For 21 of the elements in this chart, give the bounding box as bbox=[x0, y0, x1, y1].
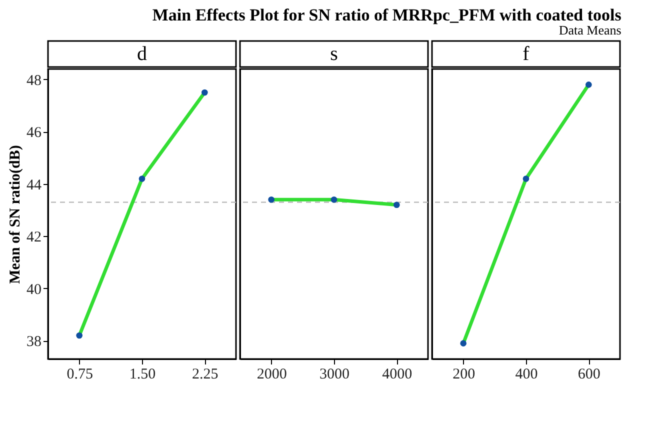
x-tick-label: 400 bbox=[515, 366, 538, 382]
chart-title: d bbox=[137, 43, 147, 65]
y-tick-label: 42 bbox=[26, 230, 42, 246]
y-tick-label: 38 bbox=[26, 334, 42, 350]
x-tick-label: 3000 bbox=[320, 366, 350, 382]
y-axis-title: Mean of SN ratio(dB) bbox=[8, 145, 24, 284]
x-tick-label: 1.50 bbox=[129, 366, 156, 382]
y-tick-label: 48 bbox=[26, 72, 42, 89]
chart-title: s bbox=[330, 43, 338, 65]
x-tick-label: 2000 bbox=[256, 366, 287, 382]
x-tick-label: 600 bbox=[578, 366, 600, 382]
x-tick-label: 0.75 bbox=[66, 366, 93, 382]
x-tick-label: 4000 bbox=[382, 366, 412, 382]
chart-title: f bbox=[522, 43, 530, 65]
x-tick-label: 200 bbox=[452, 366, 476, 382]
y-tick-label: 40 bbox=[26, 282, 42, 298]
x-tick-label: 2.25 bbox=[192, 366, 218, 382]
y-tick-label: 46 bbox=[26, 125, 42, 142]
text: Main Effects Plot for SN ratio of MRRpc_PFM with coated tools bbox=[152, 5, 622, 24]
text: Data Means bbox=[558, 22, 622, 38]
y-tick-label: 44 bbox=[26, 177, 42, 194]
